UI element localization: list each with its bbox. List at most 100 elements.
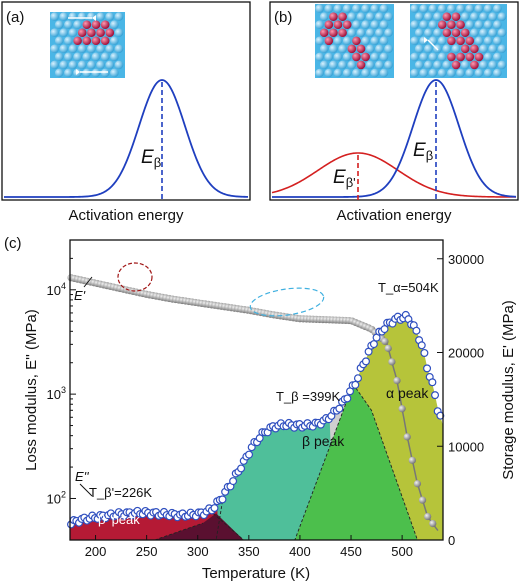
particle-blue [333,36,343,46]
particle-blue [370,36,380,46]
particle-blue [361,36,370,46]
particle-blue [428,20,438,30]
series-loss-modulus [67,310,445,529]
storage-modulus-point [403,433,411,441]
particle-blue [410,4,419,13]
stress-arrowhead [424,37,428,43]
particle-blue [460,12,470,21]
particle-blue [352,4,361,13]
particle-blue [414,44,424,54]
y-axis-title-left: Loss modulus, E'' (MPa) [23,309,40,471]
particle-blue [479,28,488,38]
particle-blue [470,12,479,21]
particle-red [456,52,465,62]
loss-modulus-point [210,504,219,513]
particle-blue [483,4,493,13]
panel-b-curve-beta-prime [271,152,516,198]
particle-blue [73,52,82,62]
particle-red [324,20,334,30]
particle-red [470,44,479,54]
particle-blue [465,4,475,13]
particle-blue [333,4,343,13]
particle-blue [110,36,119,46]
particle-red [73,36,82,46]
particle-blue [347,60,357,70]
panel-a-peak-label: Eβ [141,147,161,170]
particle-red [82,20,92,29]
particle-red [96,28,105,37]
storage-modulus-point [418,496,427,504]
particle-blue [105,12,115,21]
x-tick-label: 400 [289,544,311,559]
y-axis-title-right: Storage modulus, E' (MPa) [500,300,517,480]
particle-blue [333,52,343,62]
particle-blue [110,52,119,62]
particle-blue [59,60,69,70]
particle-red [82,36,92,46]
particle-blue [64,36,73,46]
particle-blue [424,12,433,21]
region-alpha-lower [294,384,418,540]
particle-blue [77,44,87,54]
stress-arrowhead [92,15,96,21]
particle-blue [456,68,465,78]
annotation-epp: E'' [75,469,89,484]
particle-blue [100,52,110,62]
particle-blue [379,68,389,78]
particle-red [442,12,452,21]
arrow-ep [83,276,93,288]
particle-blue [424,60,433,70]
particle-blue [87,44,96,54]
particle-blue [50,28,59,37]
loss-modulus-point [351,380,360,389]
particle-blue [356,28,366,38]
particle-blue [315,52,324,62]
particle-blue [347,12,357,21]
particle-blue [54,52,64,62]
particle-blue [375,44,384,54]
particle-blue [352,68,361,78]
particle-red [100,36,110,46]
loss-modulus-point [436,411,445,420]
particle-blue [77,60,87,70]
x-ticks: 200 250 300 350 400 450 500 [85,535,413,559]
particle-red [91,20,101,29]
storage-modulus-point [388,358,396,366]
particle-blue [437,52,447,62]
particle-blue [410,20,419,30]
particle-blue [319,44,329,54]
particle-blue [329,60,338,70]
particle-blue [379,36,389,46]
particle-blue [68,44,78,54]
particle-blue [493,20,502,30]
particle-blue [470,28,479,38]
particle-blue [474,4,484,13]
x-tick-label: 500 [391,544,413,559]
particle-blue [442,60,452,70]
particle-blue [419,4,429,13]
particle-blue [59,12,69,21]
particle-blue [483,52,493,62]
panel-b-peak2-label: Eβ' [333,167,356,190]
particle-blue [50,12,59,21]
particle-blue [460,60,470,70]
particle-blue [315,36,324,46]
loss-modulus-point [420,348,429,357]
storage-modulus-point [429,519,437,528]
particle-blue [365,28,375,38]
particle-blue [479,60,488,70]
particle-blue [375,60,384,70]
particle-blue [483,68,493,78]
particle-red [329,12,338,21]
particle-blue [414,60,424,70]
particle-red [470,60,479,70]
arrow-epp [79,483,93,497]
particle-red [319,28,329,38]
particle-blue [442,44,452,54]
particle-blue [68,12,78,21]
ellipse-cyan [249,287,325,317]
particle-red [342,20,352,30]
particle-red [451,12,461,21]
particle-blue [105,44,115,54]
storage-modulus-point [393,377,401,385]
